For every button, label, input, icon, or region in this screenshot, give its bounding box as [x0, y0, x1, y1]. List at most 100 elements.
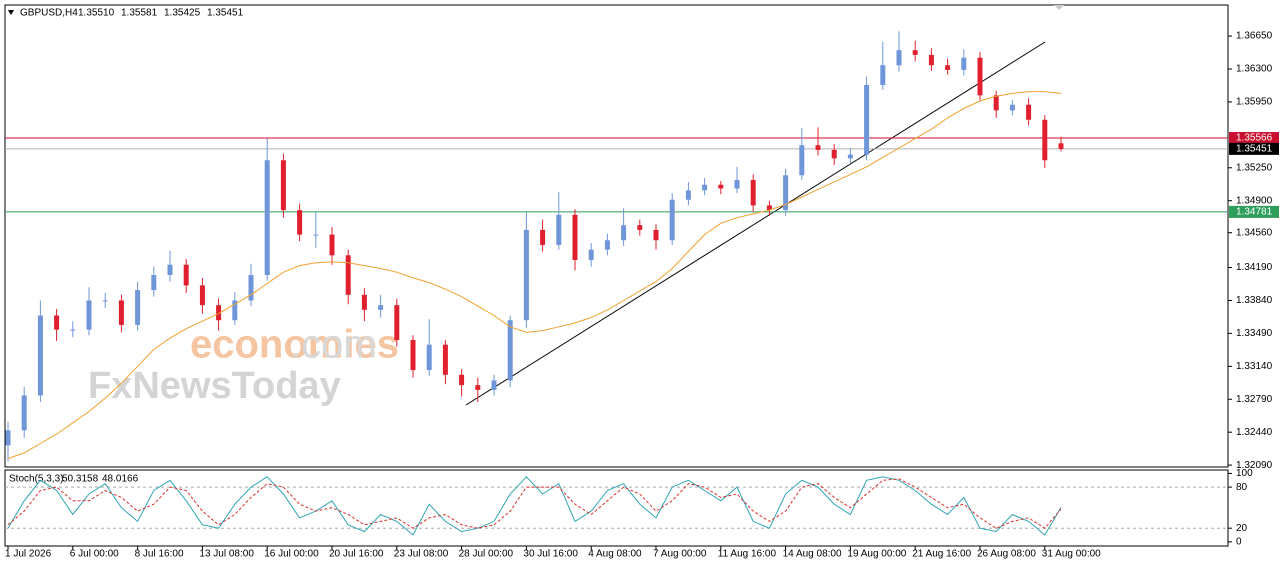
- candle-body: [945, 65, 951, 70]
- y-tick-label: 1.34900: [1236, 195, 1273, 206]
- price-level-label: 1.34781: [1236, 207, 1273, 218]
- candle-body: [151, 275, 157, 291]
- menu-arrow: [8, 10, 14, 15]
- candle-body: [135, 290, 141, 325]
- candle-body: [750, 180, 756, 206]
- candle-body: [216, 305, 222, 321]
- y-tick-label: 1.36650: [1236, 31, 1273, 42]
- y-tick-label: 1.33140: [1236, 361, 1273, 372]
- x-tick-label: 7 Aug 00:00: [653, 549, 707, 560]
- candle-body: [718, 184, 724, 189]
- candle-body: [783, 175, 789, 211]
- candle-body: [313, 234, 319, 236]
- x-tick-label: 19 Aug 00:00: [847, 549, 906, 560]
- x-tick-label: 26 Aug 08:00: [977, 549, 1036, 560]
- candle-body: [475, 385, 481, 390]
- candle-body: [507, 320, 513, 381]
- price-level-box: [1229, 205, 1279, 218]
- candle-body: [734, 180, 740, 189]
- stoch-line: [7, 478, 1062, 529]
- y-tick-label: 20: [1236, 523, 1248, 534]
- candle-body: [637, 225, 643, 230]
- x-tick-label: 4 Aug 08:00: [588, 549, 642, 560]
- x-tick-label: 23 Jul 08:00: [394, 549, 449, 560]
- x-tick-label: 11 Aug 16:00: [718, 549, 777, 560]
- candle-body: [361, 294, 367, 310]
- stoch-value: 48.0166: [102, 474, 139, 485]
- candle-body: [669, 199, 675, 241]
- ohlc-label: 1.35581: [121, 8, 158, 19]
- candle-body: [459, 374, 465, 386]
- candle-body: [523, 229, 529, 321]
- candle-body: [491, 380, 497, 390]
- candle-body: [70, 329, 76, 331]
- y-tick-label: 100: [1236, 468, 1253, 479]
- ohlc-label: 1.35451: [207, 8, 244, 19]
- price-level-label: 1.35566: [1236, 133, 1273, 144]
- y-tick-label: 1.35950: [1236, 97, 1273, 108]
- candle-body: [685, 190, 691, 200]
- candle-body: [621, 225, 627, 241]
- candle-body: [864, 84, 870, 155]
- x-tick-label: 28 Jul 00:00: [459, 549, 514, 560]
- x-tick-label: 14 Aug 08:00: [783, 549, 842, 560]
- x-tick-label: 6 Jul 00:00: [70, 549, 119, 560]
- candle-body: [54, 315, 60, 330]
- stoch-title: Stoch(5,3,3): [9, 474, 63, 485]
- candle-body: [588, 249, 594, 260]
- stoch-value: 50.3158: [62, 474, 99, 485]
- candle-body: [880, 65, 886, 85]
- candle-body: [37, 315, 43, 396]
- candle-body: [1009, 104, 1015, 111]
- candle-body: [442, 344, 448, 375]
- x-tick-label: 16 Jul 00:00: [264, 549, 319, 560]
- candle-body: [556, 214, 562, 245]
- candle-body: [653, 229, 659, 241]
- candle-body: [426, 344, 432, 371]
- x-tick-label: 13 Jul 08:00: [199, 549, 254, 560]
- watermark-brand: economies: [190, 323, 399, 367]
- y-tick-label: 0: [1236, 537, 1242, 548]
- moving-average: [7, 91, 1062, 459]
- trendline: [465, 41, 1046, 406]
- bid-box: [1229, 142, 1279, 155]
- candle-body: [280, 160, 286, 211]
- y-tick-label: 80: [1236, 482, 1248, 493]
- candle-body: [1058, 143, 1064, 149]
- candle-body: [248, 275, 254, 301]
- y-tick-label: 1.36300: [1236, 64, 1273, 75]
- candle-body: [102, 300, 108, 302]
- candle-body: [410, 339, 416, 371]
- candle-body: [5, 430, 11, 446]
- candle-body: [1026, 104, 1032, 120]
- watermark-domain: .com: [290, 323, 377, 367]
- y-tick-label: 1.34190: [1236, 262, 1273, 273]
- stoch-panel: [4, 469, 1229, 547]
- candle-body: [86, 300, 92, 330]
- price-level-box: [1229, 132, 1279, 145]
- y-tick-label: 1.32790: [1236, 394, 1273, 405]
- x-tick-label: 31 Aug 00:00: [1042, 549, 1101, 560]
- x-tick-label: 8 Jul 16:00: [135, 549, 184, 560]
- candle-body: [21, 395, 27, 431]
- candle-body: [118, 300, 124, 325]
- x-tick-label: 1 Jul 2026: [5, 549, 52, 560]
- candle-body: [815, 145, 821, 150]
- candle-body: [993, 95, 999, 111]
- symbol: GBPUSD,H4: [20, 8, 78, 19]
- candle-body: [329, 234, 335, 256]
- candle-body: [394, 305, 400, 340]
- y-tick-label: 1.32090: [1236, 460, 1273, 471]
- candle-body: [896, 50, 902, 66]
- candle-body: [831, 149, 837, 159]
- candle-body: [572, 214, 578, 260]
- candle-body: [378, 305, 384, 310]
- candle-body: [702, 184, 708, 191]
- candle-body: [167, 264, 173, 276]
- y-tick-label: 1.33840: [1236, 295, 1273, 306]
- y-tick-label: 1.32440: [1236, 427, 1273, 438]
- candle-body: [232, 300, 238, 321]
- candle-body: [799, 145, 805, 176]
